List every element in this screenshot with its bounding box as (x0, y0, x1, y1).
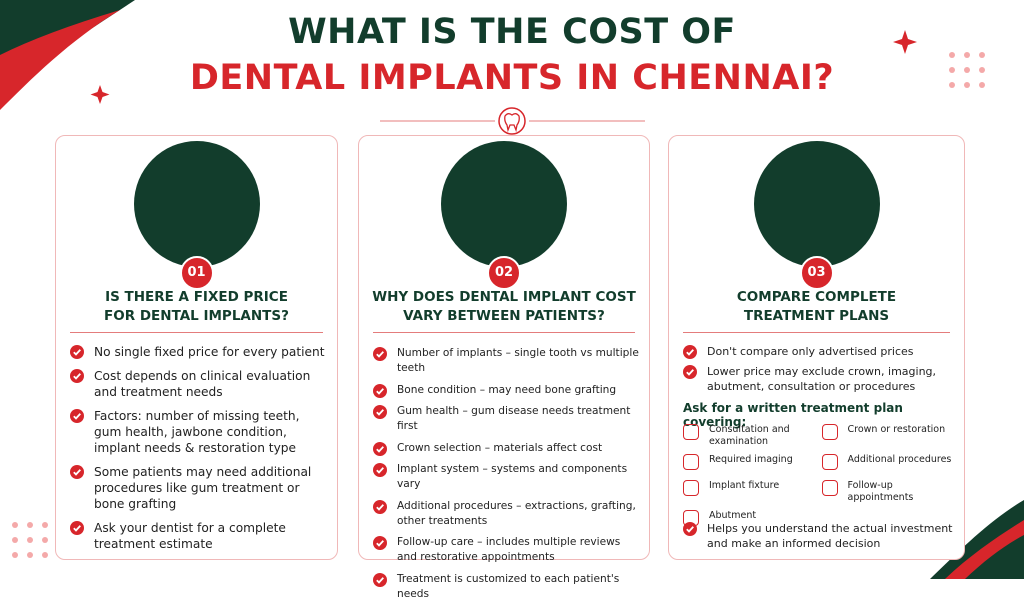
plan-icon (821, 454, 838, 470)
bullet-list: No single fixed price for every patient C… (70, 344, 327, 560)
bullet-item: Cost depends on clinical evaluation and … (70, 368, 327, 400)
heading-line: COMPARE COMPLETE (736, 289, 897, 305)
plan-icon (821, 480, 838, 496)
bullet-item: Helps you understand the actual investme… (683, 521, 954, 551)
title-line: WHAT IS THE COST OF (288, 12, 736, 52)
check-icon (373, 383, 387, 398)
bullet-text: Follow-up care – includes multiple revie… (397, 536, 621, 563)
bullet-text: Bone condition – may need bone grafting (397, 383, 617, 396)
bullet-text: Helps you understand the actual investme… (707, 522, 953, 550)
check-icon (70, 521, 84, 535)
bullet-list: Number of implants – single tooth vs mul… (373, 346, 639, 608)
bullet-text: Don't compare only advertised prices (707, 345, 914, 358)
plan-grid: Consultation and examination Crown or res… (683, 424, 954, 530)
bullet-text: Crown selection – materials affect cost (397, 441, 603, 454)
plan-item: Implant fixture (683, 480, 816, 504)
divider (373, 332, 635, 333)
bullet-item: Don't compare only advertised prices (683, 344, 954, 359)
check-icon (373, 441, 387, 456)
plan-text: Consultation and examination (709, 424, 790, 447)
subheading: Ask for a written treatment plan coverin… (683, 401, 903, 429)
plan-text: Required imaging (709, 454, 793, 465)
bullet-item: Bone condition – may need bone grafting (373, 383, 639, 398)
bullet-item: Some patients may need additional proced… (70, 464, 327, 512)
plan-item: Crown or restoration (821, 424, 955, 448)
bullet-item: Follow-up care – includes multiple revie… (373, 535, 639, 565)
number-badge: 02 (487, 256, 521, 290)
bullet-text: Lower price may exclude crown, imaging, … (707, 365, 937, 393)
bullet-list: Don't compare only advertised prices Lowe… (683, 344, 954, 399)
divider (683, 332, 950, 333)
bullet-item: Factors: number of missing teeth, gum he… (70, 408, 327, 456)
check-icon (373, 536, 387, 550)
plan-text: Follow-up appointments (847, 480, 914, 503)
card-heading: COMPARE COMPLETE TREATMENT PLANS (669, 288, 964, 326)
plan-icon (821, 424, 838, 440)
bullet-item: Gum health – gum disease needs treatment… (373, 404, 639, 434)
bullet-item: Number of implants – single tooth vs mul… (373, 346, 639, 376)
check-icon (373, 499, 387, 514)
icon (753, 141, 880, 267)
divider (70, 332, 323, 333)
bullet-text: Gum health – gum disease needs treatment… (397, 405, 631, 432)
heading-line: VARY BETWEEN PATIENTS? (403, 308, 605, 324)
heading-line: WHY DOES DENTAL IMPLANT COST (372, 289, 636, 305)
plan-text: Implant fixture (709, 480, 780, 491)
bullet-item: Lower price may exclude crown, imaging, … (683, 364, 954, 394)
bullet-text: Implant system – systems and components … (397, 463, 628, 490)
bullet-text: Additional procedures – extractions, gra… (397, 499, 636, 527)
bullet-list: Helps you understand the actual investme… (683, 521, 954, 556)
check-icon (70, 345, 84, 359)
check-icon (373, 347, 387, 361)
icon (441, 141, 567, 267)
card: 02 WHY DOES DENTAL IMPLANT COST VARY BETW… (358, 135, 650, 600)
plan-item: Required imaging (683, 454, 816, 474)
bullet-text: Treatment is customized to each patient'… (397, 572, 620, 600)
check-icon (373, 405, 387, 419)
plan-icon (683, 480, 699, 496)
check-icon (683, 522, 697, 536)
bullet-item: Crown selection – materials affect cost (373, 441, 639, 456)
bullet-item: Additional procedures – extractions, gra… (373, 499, 639, 529)
card-heading: IS THERE A FIXED PRICE FOR DENTAL IMPLANT… (56, 288, 337, 326)
card-heading: WHY DOES DENTAL IMPLANT COST VARY BETWEEN… (359, 288, 649, 326)
check-icon (373, 572, 387, 587)
title-line: DENTAL IMPLANTS IN CHENNAI? (189, 58, 835, 98)
bullet-text: Factors: number of missing teeth, gum he… (94, 409, 300, 455)
check-icon (683, 365, 697, 379)
plan-icon (683, 424, 699, 440)
number-badge: 01 (179, 256, 214, 290)
bullet-item: No single fixed price for every patient (70, 344, 327, 360)
plan-item: Additional procedures (821, 454, 955, 474)
bullet-text: Some patients may need additional proced… (94, 465, 312, 511)
card: 01 IS THERE A FIXED PRICE FOR DENTAL IMPL… (55, 135, 338, 560)
number-badge: 03 (799, 256, 834, 290)
bullet-text: No single fixed price for every patient (94, 345, 325, 359)
icon (133, 141, 260, 267)
plan-item: Follow-up appointments (821, 480, 955, 504)
check-icon (70, 369, 84, 383)
heading-line: FOR DENTAL IMPLANTS? (104, 308, 289, 324)
heading-line: IS THERE A FIXED PRICE (105, 289, 288, 305)
check-icon (683, 345, 697, 359)
bullet-item: Treatment is customized to each patient'… (373, 572, 639, 602)
check-icon (373, 463, 387, 477)
bullet-item: Ask your dentist for a complete treatmen… (70, 520, 327, 552)
bullet-text: Number of implants – single tooth vs mul… (397, 347, 639, 374)
card: 03 COMPARE COMPLETE TREATMENT PLANS Don't… (668, 135, 965, 560)
bullet-text: Cost depends on clinical evaluation and … (94, 369, 311, 399)
plan-text: Additional procedures (847, 454, 952, 465)
plan-text: Abutment (709, 510, 757, 521)
plan-item: Consultation and examination (683, 424, 816, 448)
bullet-item: Implant system – systems and components … (373, 462, 639, 492)
heading-line: TREATMENT PLANS (743, 308, 890, 324)
plan-icon (683, 454, 699, 470)
check-icon (70, 409, 84, 423)
check-icon (70, 465, 84, 479)
plan-text: Crown or restoration (847, 424, 946, 435)
bullet-text: Ask your dentist for a complete treatmen… (94, 521, 286, 551)
